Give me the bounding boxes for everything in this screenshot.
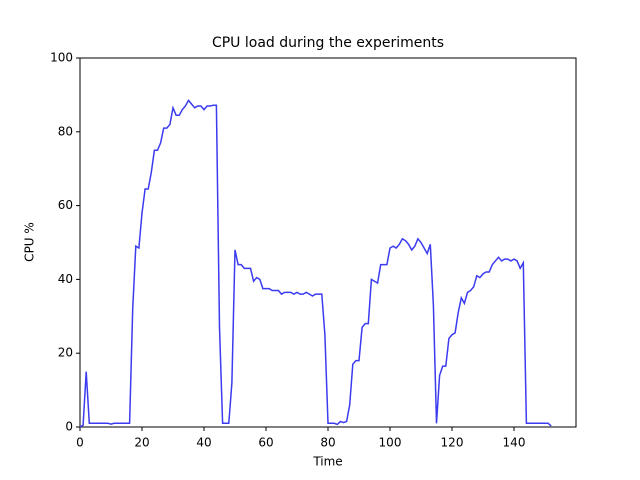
- x-tick-label: 20: [134, 436, 149, 450]
- chart-title: CPU load during the experiments: [212, 35, 444, 51]
- x-tick-label: 0: [76, 436, 84, 450]
- y-tick-label: 100: [50, 51, 73, 65]
- x-tick-label: 100: [379, 436, 402, 450]
- x-tick-label: 60: [258, 436, 273, 450]
- y-tick-label: 0: [65, 420, 73, 434]
- plot-frame: [79, 57, 577, 428]
- y-axis-label: CPU %: [23, 222, 37, 262]
- x-tick-label: 80: [320, 436, 335, 450]
- y-tick-label: 40: [58, 272, 73, 286]
- y-tick-label: 80: [58, 124, 73, 138]
- x-tick-label: 40: [196, 436, 211, 450]
- x-tick-label: 120: [441, 436, 464, 450]
- y-tick-label: 60: [58, 198, 73, 212]
- data-line: [79, 99, 552, 428]
- x-tick-label: 140: [503, 436, 526, 450]
- y-tick-label: 20: [58, 346, 73, 360]
- x-axis-label: Time: [312, 455, 342, 469]
